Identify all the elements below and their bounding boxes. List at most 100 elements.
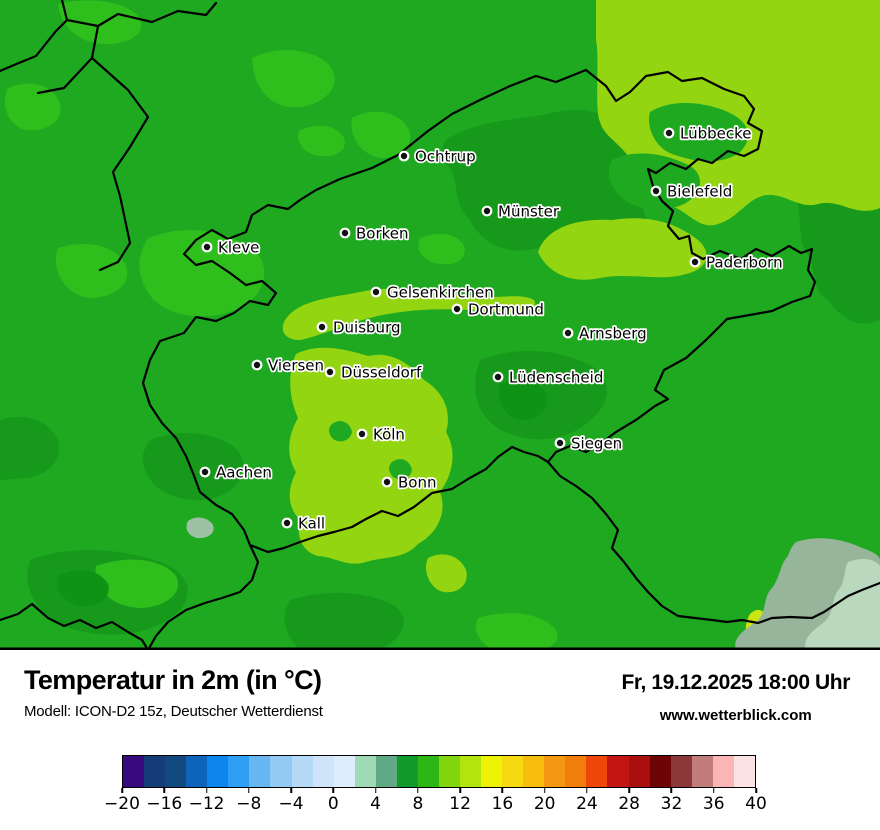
city-label: Lübbecke: [680, 125, 752, 143]
colorbar-segment: [712, 756, 734, 787]
model-subtitle: Modell: ICON-D2 15z, Deutscher Wetterdie…: [24, 702, 323, 720]
colorbar-tick-label: 0: [327, 794, 339, 814]
colorbar-segment: [544, 756, 566, 787]
colorbar-segment: [354, 756, 376, 787]
city-label: Düsseldorf: [341, 364, 422, 382]
city-dot: [451, 303, 463, 315]
city-marker: Kall: [281, 513, 327, 534]
city-dot: [199, 466, 211, 478]
colorbar-tick-label: −16: [146, 794, 183, 814]
city-marker: Bonn: [381, 472, 438, 493]
city-layer: Ochtrup Lübbecke Bielefeld Münster Borken Kle…: [199, 123, 784, 534]
city-dot: [492, 371, 504, 383]
city-label: Bonn: [398, 474, 436, 492]
city-dot: [689, 256, 701, 268]
colorbar-tick-label: 20: [533, 794, 556, 814]
colorbar-tickmark: [459, 788, 461, 793]
colorbar-tickmark: [712, 788, 715, 793]
colorbar-segment: [649, 756, 671, 787]
colorbar-segment: [186, 756, 208, 787]
colorbar-segment: [228, 756, 250, 787]
valid-datetime: Fr, 19.12.2025 18:00 Uhr: [621, 671, 850, 694]
colorbar-segment: [123, 756, 145, 787]
colorbar-segment: [670, 756, 692, 787]
city-marker: Siegen: [554, 433, 624, 454]
colorbar-tick-label: 24: [576, 794, 598, 814]
city-dot: [324, 366, 336, 378]
city-dot: [316, 321, 328, 333]
colorbar-segment: [565, 756, 587, 787]
website-label: www.wetterblick.com: [659, 707, 812, 724]
colorbar-tick-label: 28: [618, 794, 641, 814]
city-dot: [650, 185, 662, 197]
city-label: Duisburg: [333, 319, 401, 337]
colorbar-segment: [396, 756, 418, 787]
colorbar-tick-label: 36: [702, 794, 725, 814]
city-marker: Duisburg: [316, 317, 402, 338]
colorbar-segment: [207, 756, 229, 787]
city-marker: Aachen: [199, 462, 274, 483]
colorbar-tickmark: [755, 788, 757, 793]
city-marker: Kleve: [201, 237, 261, 258]
colorbar-tick-label: −12: [188, 794, 225, 814]
colorbar-tickmark: [332, 788, 335, 793]
city-marker: Münster: [481, 201, 562, 222]
colorbar-segment: [144, 756, 166, 787]
colorbar-tick-label: 16: [491, 794, 514, 814]
page-title: Temperatur in 2m (in °C): [24, 665, 322, 695]
colorbar-tickmark: [670, 788, 673, 793]
colorbar-tickmark: [205, 788, 208, 793]
city-marker: Lübbecke: [663, 123, 753, 144]
city-label: Lüdenscheid: [509, 369, 603, 387]
colorbar-tickmark: [417, 788, 419, 793]
colorbar-segment: [291, 756, 313, 787]
map-canvas: Ochtrup Lübbecke Bielefeld Münster Borken Kle…: [0, 0, 880, 650]
colorbar-tickmark: [121, 788, 123, 793]
city-dot: [398, 150, 410, 162]
map-bottom-frame: [0, 647, 880, 650]
colorbar-segment: [375, 756, 397, 787]
colorbar-segment: [249, 756, 271, 787]
city-dot: [201, 241, 213, 253]
colorbar-segment: [523, 756, 545, 787]
colorbar-tickmark: [163, 788, 166, 793]
colorbar-segment: [438, 756, 460, 787]
temperature-colorbar: −20 −16 −12 −8 −4 0 4 8 12 16 20 24 28 32 36 40: [104, 755, 767, 822]
city-label: Aachen: [216, 464, 272, 482]
colorbar-tick-label: 32: [660, 794, 683, 814]
city-label: Ochtrup: [415, 148, 476, 166]
colorbar-tickmark: [290, 788, 292, 793]
colorbar-tick-label: 12: [449, 794, 471, 814]
colorbar-tick-label: 8: [412, 794, 424, 814]
city-label: Siegen: [571, 435, 622, 453]
colorbar-tickmark: [248, 788, 250, 793]
map-milder-patches: [4, 0, 558, 650]
city-label: Bielefeld: [667, 183, 732, 201]
colorbar-segment: [481, 756, 503, 787]
city-marker: Borken: [339, 223, 410, 244]
city-marker: Viersen: [251, 355, 326, 376]
city-marker: Gelsenkirchen: [370, 282, 495, 303]
city-label: Dortmund: [468, 301, 544, 319]
colorbar-segment: [607, 756, 629, 787]
city-dot: [554, 437, 566, 449]
city-dot: [370, 286, 382, 298]
city-marker: Lüdenscheid: [492, 367, 605, 388]
city-dot: [381, 476, 393, 488]
city-label: Arnsberg: [579, 325, 647, 343]
colorbar-segment: [460, 756, 482, 787]
city-marker: Köln: [356, 424, 407, 445]
city-dot: [356, 428, 368, 440]
temperature-map: Ochtrup Lübbecke Bielefeld Münster Borken Kle…: [0, 0, 880, 650]
colorbar-segment: [733, 756, 755, 787]
city-label: Münster: [498, 203, 560, 221]
city-label: Gelsenkirchen: [387, 284, 494, 302]
colorbar-tick-label: 40: [745, 794, 767, 814]
city-marker: Bielefeld: [650, 181, 734, 202]
city-dot: [663, 127, 675, 139]
city-label: Kall: [298, 515, 325, 533]
colorbar-segment: [586, 756, 608, 787]
colorbar-segment: [691, 756, 713, 787]
colorbar-tickmark: [501, 788, 504, 793]
city-marker: Düsseldorf: [324, 362, 424, 383]
